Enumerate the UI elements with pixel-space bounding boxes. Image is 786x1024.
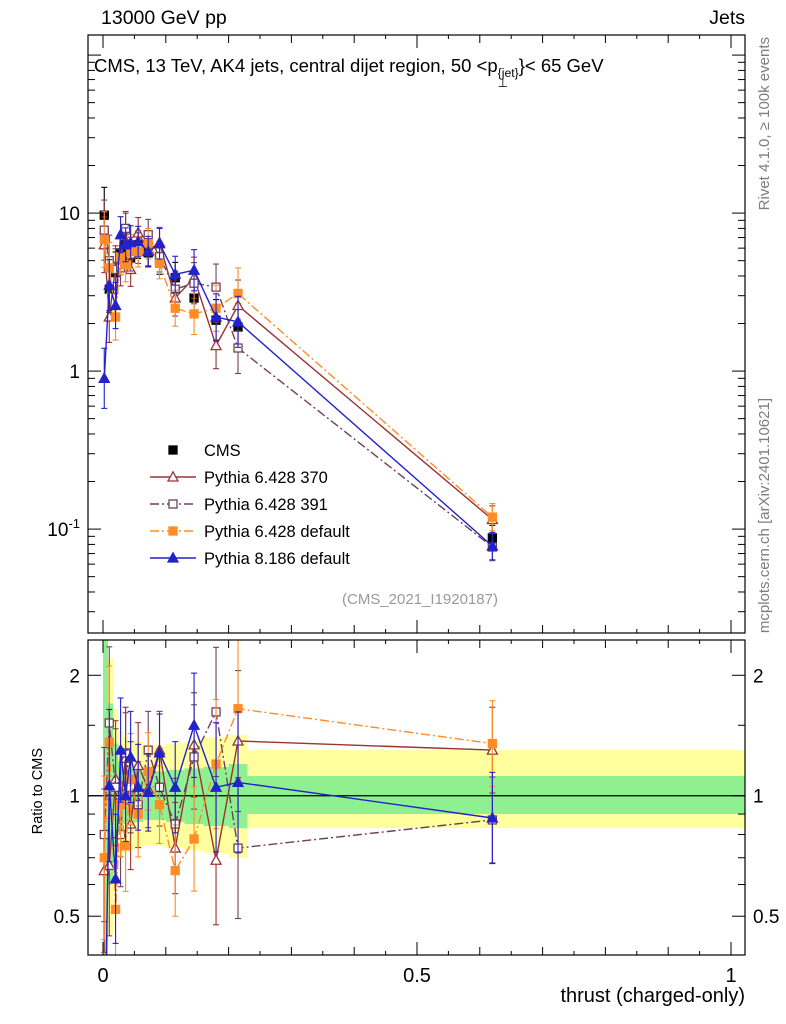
series-ratio-pythia-8-186-default (103, 672, 499, 955)
svg-text:0.5: 0.5 (403, 965, 431, 987)
svg-text:0.5: 0.5 (54, 907, 80, 928)
beam-energy-label: 13000 GeV pp (101, 7, 227, 29)
legend-label: CMS (204, 442, 241, 460)
svg-text:1: 1 (69, 787, 80, 808)
legend: CMS Pythia 6.428 370 Pythia 6.428 391 Pythi… (150, 442, 350, 568)
ratio-panel-frame (87, 639, 746, 956)
svg-text:2: 2 (69, 666, 80, 687)
legend-label: Pythia 6.428 default (204, 523, 350, 541)
svg-text:10-1: 10-1 (47, 516, 80, 541)
rivet-version-note: Rivet 4.1.0, ≥ 100k events (756, 37, 773, 211)
plot-title-text: CMS, 13 TeV, AK4 jets, central dijet reg… (94, 55, 498, 76)
analysis-id-watermark: (CMS_2021_I1920187) (342, 591, 498, 608)
svg-text:10: 10 (59, 204, 80, 225)
process-group-label: Jets (709, 7, 745, 29)
legend-label: Pythia 6.428 391 (204, 496, 328, 514)
plot-title: CMS, 13 TeV, AK4 jets, central dijet reg… (94, 55, 604, 91)
pt-subscript: ⊥ (497, 76, 509, 91)
mcplots-reference-note: mcplots.cern.ch [arXiv:2401.10621] (756, 397, 773, 633)
svg-text:2: 2 (753, 666, 764, 687)
ratio-uncertainty-bands (103, 640, 745, 955)
svg-text:0: 0 (97, 965, 108, 987)
plot-title-suffix: }< 65 GeV (518, 55, 604, 76)
series-main-pythia-8-186-default (98, 216, 499, 561)
svg-text:0.5: 0.5 (753, 907, 779, 928)
svg-text:1: 1 (69, 362, 80, 383)
svg-text:1: 1 (753, 787, 764, 808)
x-axis-title: thrust (charged-only) (560, 985, 745, 1007)
tick-labels: 10 1 10-1 0.5 0.5 1 1 2 2 0 0.5 1 (47, 204, 779, 987)
main-panel-frame (87, 34, 746, 634)
pt-superscript: {jet} (497, 65, 519, 80)
legend-label: Pythia 8.186 default (204, 550, 350, 568)
ratio-axis-label: Ratio to CMS (30, 748, 46, 835)
svg-text:1: 1 (725, 965, 736, 987)
pt-superscript-subscript: {jet} ⊥ (497, 65, 519, 91)
legend-label: Pythia 6.428 370 (204, 469, 328, 487)
